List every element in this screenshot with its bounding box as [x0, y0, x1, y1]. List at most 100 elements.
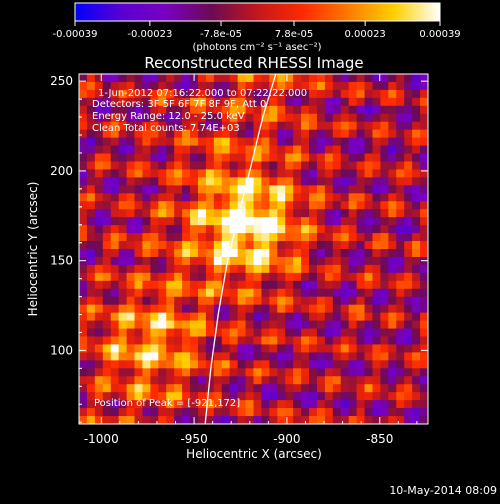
- heatmap-cell: [221, 400, 231, 409]
- heatmap-cell: [396, 153, 405, 163]
- heatmap-cell: [142, 280, 151, 290]
- heatmap-cell: [94, 400, 104, 409]
- heatmap-cell: [126, 280, 136, 290]
- heatmap-cell: [277, 177, 286, 186]
- heatmap-cell: [309, 145, 318, 155]
- heatmap-cell: [126, 416, 136, 424]
- heatmap-cell: [229, 264, 239, 274]
- heatmap-cell: [340, 129, 350, 139]
- heatmap-cell: [205, 384, 215, 393]
- heatmap-cell: [197, 153, 207, 163]
- heatmap-cell: [332, 352, 342, 361]
- heatmap-cell: [150, 408, 159, 417]
- heatmap-cell: [356, 145, 366, 155]
- heatmap-cell: [182, 201, 191, 210]
- heatmap-cell: [301, 256, 310, 266]
- heatmap-cell: [229, 241, 239, 250]
- heatmap-cell: [309, 193, 318, 202]
- heatmap-cell: [213, 137, 223, 147]
- heatmap-cell: [86, 113, 96, 123]
- heatmap-cell: [420, 137, 428, 147]
- heatmap-cell: [158, 201, 167, 210]
- heatmap-cell: [205, 105, 215, 115]
- heatmap-cell: [261, 344, 270, 353]
- heatmap-cell: [134, 185, 144, 194]
- heatmap-cell: [190, 145, 199, 155]
- heatmap-cell: [110, 169, 120, 178]
- heatmap-cell: [221, 384, 231, 393]
- heatmap-cell: [364, 177, 374, 186]
- heatmap-cell: [166, 161, 175, 171]
- heatmap-cell: [253, 161, 263, 171]
- heatmap-cell: [134, 328, 144, 338]
- heatmap-cell: [86, 225, 96, 234]
- heatmap-cell: [182, 153, 191, 163]
- heatmap-cell: [388, 368, 397, 377]
- heatmap-cell: [229, 344, 239, 353]
- heatmap-cell: [205, 328, 215, 338]
- heatmap-cell: [126, 137, 136, 147]
- heatmap-cell: [126, 74, 136, 83]
- heatmap-cell: [380, 368, 389, 377]
- heatmap-cell: [412, 249, 421, 258]
- heatmap-cell: [340, 145, 350, 155]
- heatmap-cell: [269, 368, 278, 377]
- heatmap-cell: [197, 185, 207, 194]
- heatmap-cell: [182, 185, 191, 194]
- heatmap-cell: [213, 384, 223, 393]
- heatmap-cell: [380, 241, 389, 250]
- heatmap-cell: [221, 233, 231, 242]
- heatmap-cell: [412, 360, 421, 369]
- heatmap-cell: [182, 344, 191, 353]
- heatmap-cell: [404, 185, 413, 194]
- heatmap-cell: [86, 169, 96, 178]
- heatmap-cell: [86, 161, 96, 171]
- heatmap-cell: [309, 74, 318, 83]
- heatmap-cell: [285, 241, 294, 250]
- heatmap-cell: [213, 225, 223, 234]
- heatmap-cell: [79, 113, 88, 123]
- heatmap-cell: [412, 384, 421, 393]
- heatmap-cell: [340, 312, 350, 322]
- heatmap-cell: [396, 408, 405, 417]
- heatmap-cell: [142, 296, 151, 306]
- heatmap-cell: [110, 408, 120, 417]
- heatmap-cell: [102, 129, 112, 139]
- heatmap-cell: [182, 217, 191, 226]
- heatmap-cell: [237, 344, 247, 353]
- heatmap-cell: [364, 81, 374, 91]
- heatmap-cell: [213, 416, 223, 424]
- heatmap-cell: [174, 320, 183, 330]
- heatmap-cell: [174, 121, 183, 131]
- heatmap-cell: [277, 352, 286, 361]
- heatmap-cell: [134, 249, 144, 258]
- heatmap-cell: [182, 161, 191, 171]
- heatmap-cell: [332, 296, 342, 306]
- heatmap-cell: [166, 288, 175, 298]
- heatmap-cell: [205, 209, 215, 218]
- heatmap-cell: [94, 177, 104, 186]
- heatmap-cell: [86, 392, 96, 401]
- heatmap-cell: [197, 129, 207, 139]
- heatmap-cell: [301, 384, 310, 393]
- heatmap-cell: [301, 185, 310, 194]
- heatmap-cell: [261, 225, 270, 234]
- heatmap-cell: [126, 249, 136, 258]
- heatmap-cell: [340, 296, 350, 306]
- heatmap-cell: [356, 368, 366, 377]
- heatmap-cell: [364, 304, 374, 314]
- heatmap-cell: [396, 312, 405, 322]
- heatmap-cell: [86, 304, 96, 314]
- heatmap-cell: [293, 97, 302, 107]
- heatmap-cell: [158, 81, 167, 91]
- heatmap-cell: [261, 217, 270, 226]
- heatmap-cell: [158, 408, 167, 417]
- heatmap-cell: [285, 81, 294, 91]
- heatmap-cell: [404, 121, 413, 131]
- heatmap-cell: [158, 74, 167, 83]
- heatmap-cell: [237, 408, 247, 417]
- heatmap-cell: [253, 376, 263, 385]
- heatmap-cell: [245, 153, 255, 163]
- heatmap-cell: [301, 344, 310, 353]
- heatmap-cell: [94, 185, 104, 194]
